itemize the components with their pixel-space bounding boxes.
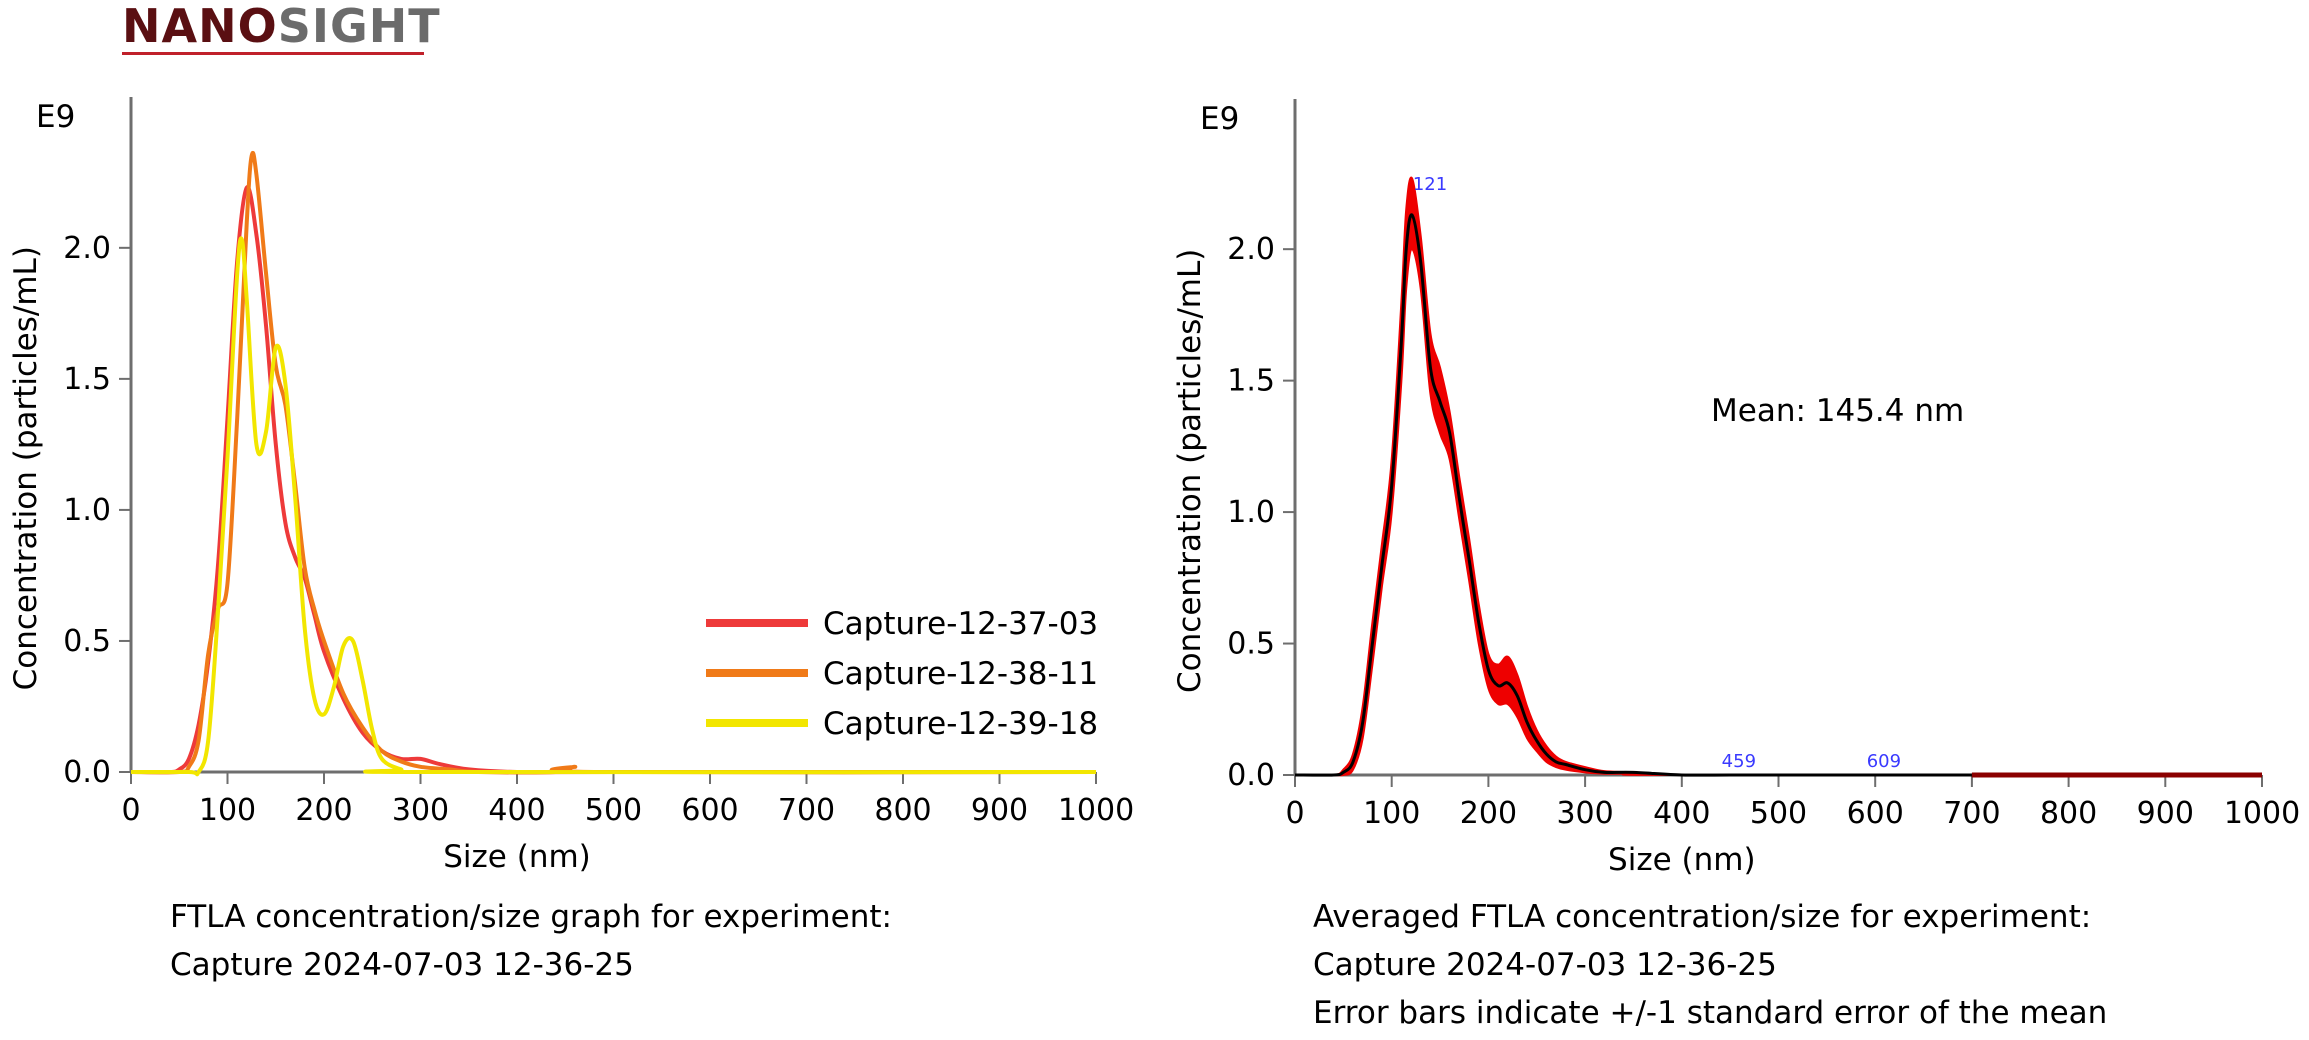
left-exponent-label: E9 [36,99,75,135]
right-caption-line3: Error bars indicate +/-1 standard error … [1313,995,2108,1031]
left-x-tick-label: 200 [295,793,352,828]
left-x-axis-label: Size (nm) [443,839,591,875]
logo-sight: SIGHT [277,0,441,53]
left-caption-line1: FTLA concentration/size graph for experi… [170,899,892,935]
left-caption-line2: Capture 2024-07-03 12-36-25 [170,947,634,983]
left-series-line-3 [131,236,1097,777]
right-x-tick-label: 400 [1653,796,1710,831]
left-x-tick-label: 600 [681,793,738,828]
left-x-tick-label: 100 [199,793,256,828]
right-x-tick-label: 800 [2040,796,2097,831]
right-error-band [1294,176,2263,777]
right-y-tick-label: 0.5 [1227,627,1275,662]
right-x-tick-label: 200 [1460,796,1517,831]
right-y-tick-label: 2.0 [1227,232,1275,267]
left-y-tick-label: 1.0 [63,493,111,528]
chart-averaged: 0 100 200 300 400 500 600 700 800 900 1000 0.0 0.5 1.… [1172,99,2300,878]
right-y-tick-label: 1.5 [1227,364,1275,399]
left-x-tick-label: 400 [488,793,545,828]
left-x-tick-label: 0 [121,793,140,828]
right-exponent-label: E9 [1200,101,1239,137]
right-x-tick-label: 100 [1363,796,1420,831]
legend-label-1: Capture-12-37-03 [823,606,1098,642]
right-caption-line1: Averaged FTLA concentration/size for exp… [1313,899,2092,935]
right-caption-line2: Capture 2024-07-03 12-36-25 [1313,947,1777,983]
nanosight-logo: NANOSIGHT [122,0,441,52]
right-x-tick-label: 700 [1943,796,2000,831]
right-x-tick-label: 300 [1556,796,1613,831]
right-peak-label: 121 [1413,174,1447,195]
left-x-tick-label: 900 [971,793,1028,828]
right-peak-label: 609 [1867,751,1901,772]
legend-label-2: Capture-12-38-11 [823,656,1098,692]
left-x-tick-label: 1000 [1058,793,1134,828]
left-y-tick-label: 1.5 [63,362,111,397]
right-caption: Averaged FTLA concentration/size for exp… [1313,893,2107,1037]
right-mean-line [1294,213,2262,777]
logo-nano: NANO [122,0,278,53]
left-x-tick-label: 300 [392,793,449,828]
left-x-tick-label: 800 [874,793,931,828]
left-y-tick-label: 0.5 [63,624,111,659]
right-peak-label: 459 [1722,751,1756,772]
right-x-tick-label: 600 [1847,796,1904,831]
left-y-tick-label: 2.0 [63,231,111,266]
left-x-tick-label: 700 [778,793,835,828]
legend-label-3: Capture-12-39-18 [823,706,1098,742]
right-x-tick-label: 900 [2137,796,2194,831]
right-y-axis-label: Concentration (particles/mL) [1172,249,1208,693]
right-x-axis-label: Size (nm) [1608,842,1756,878]
right-x-tick-label: 1000 [2224,796,2300,831]
right-x-tick-label: 0 [1285,796,1304,831]
right-y-tick-label: 0.0 [1227,758,1275,793]
logo-underline [122,52,424,55]
right-mean-annotation: Mean: 145.4 nm [1711,393,1964,429]
left-x-tick-label: 500 [585,793,642,828]
left-y-tick-label: 0.0 [63,755,111,790]
right-y-tick-label: 1.0 [1227,495,1275,530]
chart-individual-captures: 0 100 200 300 400 500 600 700 800 900 1000 0.0 0.5 1.… [8,97,1134,875]
right-x-tick-label: 500 [1750,796,1807,831]
left-caption: FTLA concentration/size graph for experi… [170,893,892,989]
left-y-axis-label: Concentration (particles/mL) [8,246,44,690]
